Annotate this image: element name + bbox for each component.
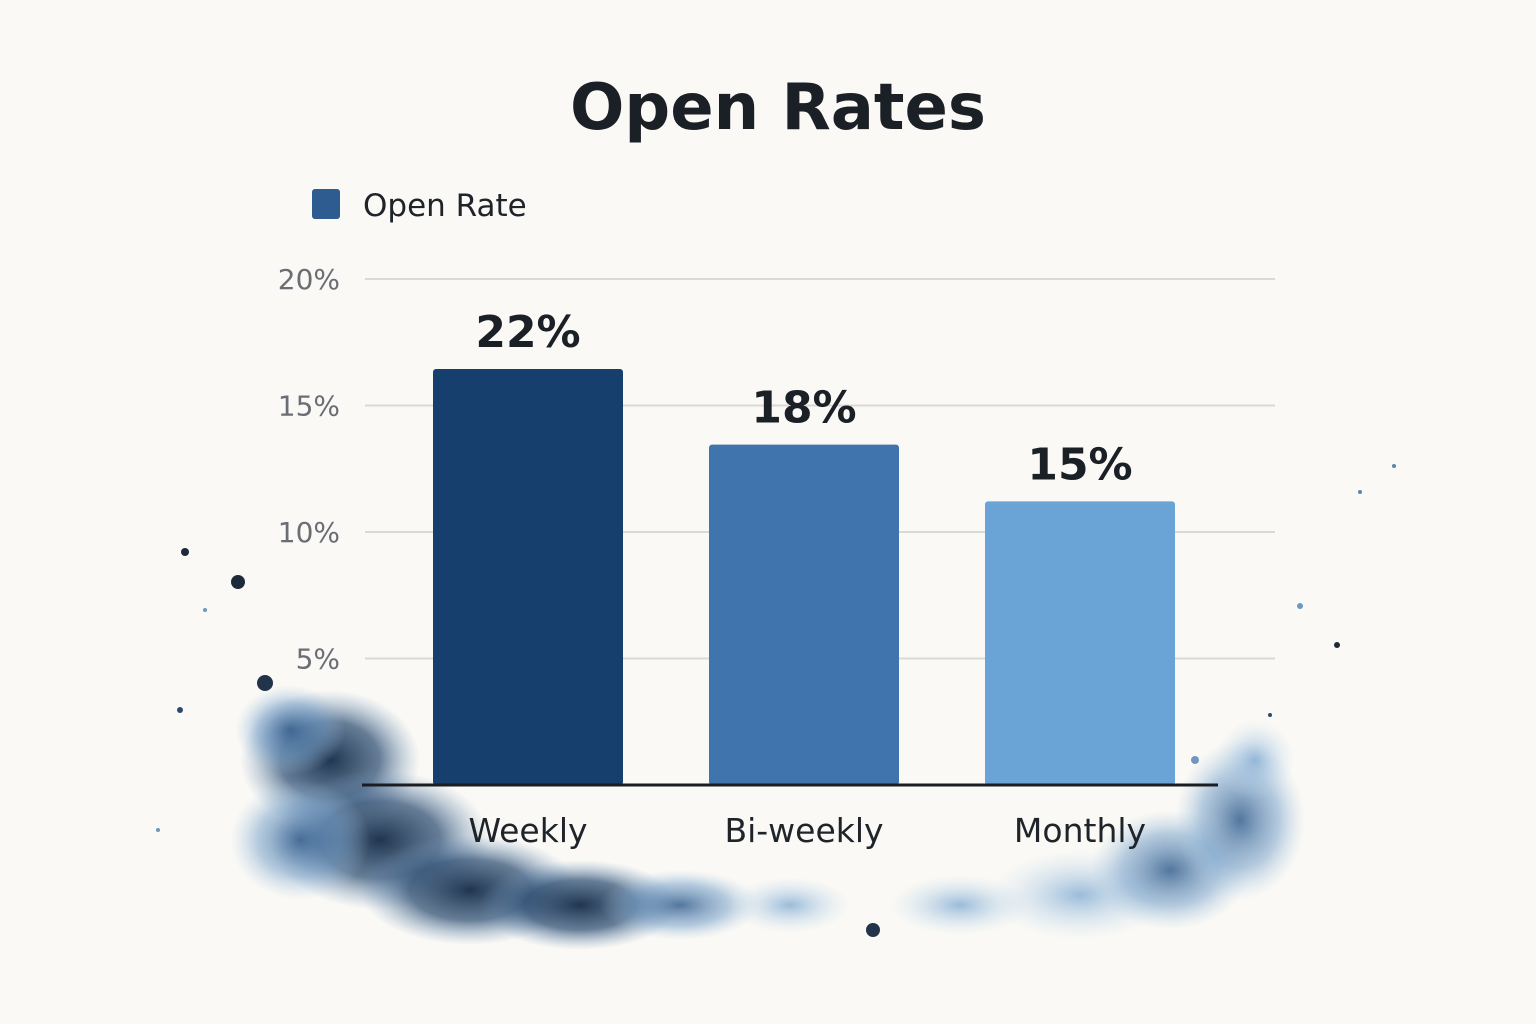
y-axis-tick-labels: 5% 10% 15% 20% <box>278 263 340 676</box>
x-tick-label-weekly: Weekly <box>468 811 587 850</box>
bar-bi-weekly <box>709 444 899 785</box>
bar-weekly <box>433 369 623 785</box>
watercolor-splash-decoration <box>156 464 1396 950</box>
legend-label-open-rate: Open Rate <box>363 188 527 224</box>
x-tick-label-bi-weekly: Bi-weekly <box>724 811 883 850</box>
y-tick-label-15: 15% <box>278 390 340 423</box>
chart-title: Open Rates <box>570 71 986 145</box>
bars <box>433 369 1175 785</box>
x-tick-label-monthly: Monthly <box>1014 811 1146 850</box>
bar-value-labels: 22% 18% 15% <box>475 307 1132 490</box>
value-label-weekly: 22% <box>475 307 580 358</box>
legend-swatch-open-rate <box>312 189 340 219</box>
bar-monthly <box>985 501 1175 785</box>
y-tick-label-5: 5% <box>296 643 340 676</box>
legend: Open Rate <box>312 188 527 224</box>
x-axis-tick-labels: Weekly Bi-weekly Monthly <box>468 811 1146 850</box>
value-label-bi-weekly: 18% <box>751 383 856 434</box>
y-tick-label-10: 10% <box>278 516 340 549</box>
value-label-monthly: 15% <box>1027 439 1132 490</box>
y-tick-label-20: 20% <box>278 263 340 296</box>
